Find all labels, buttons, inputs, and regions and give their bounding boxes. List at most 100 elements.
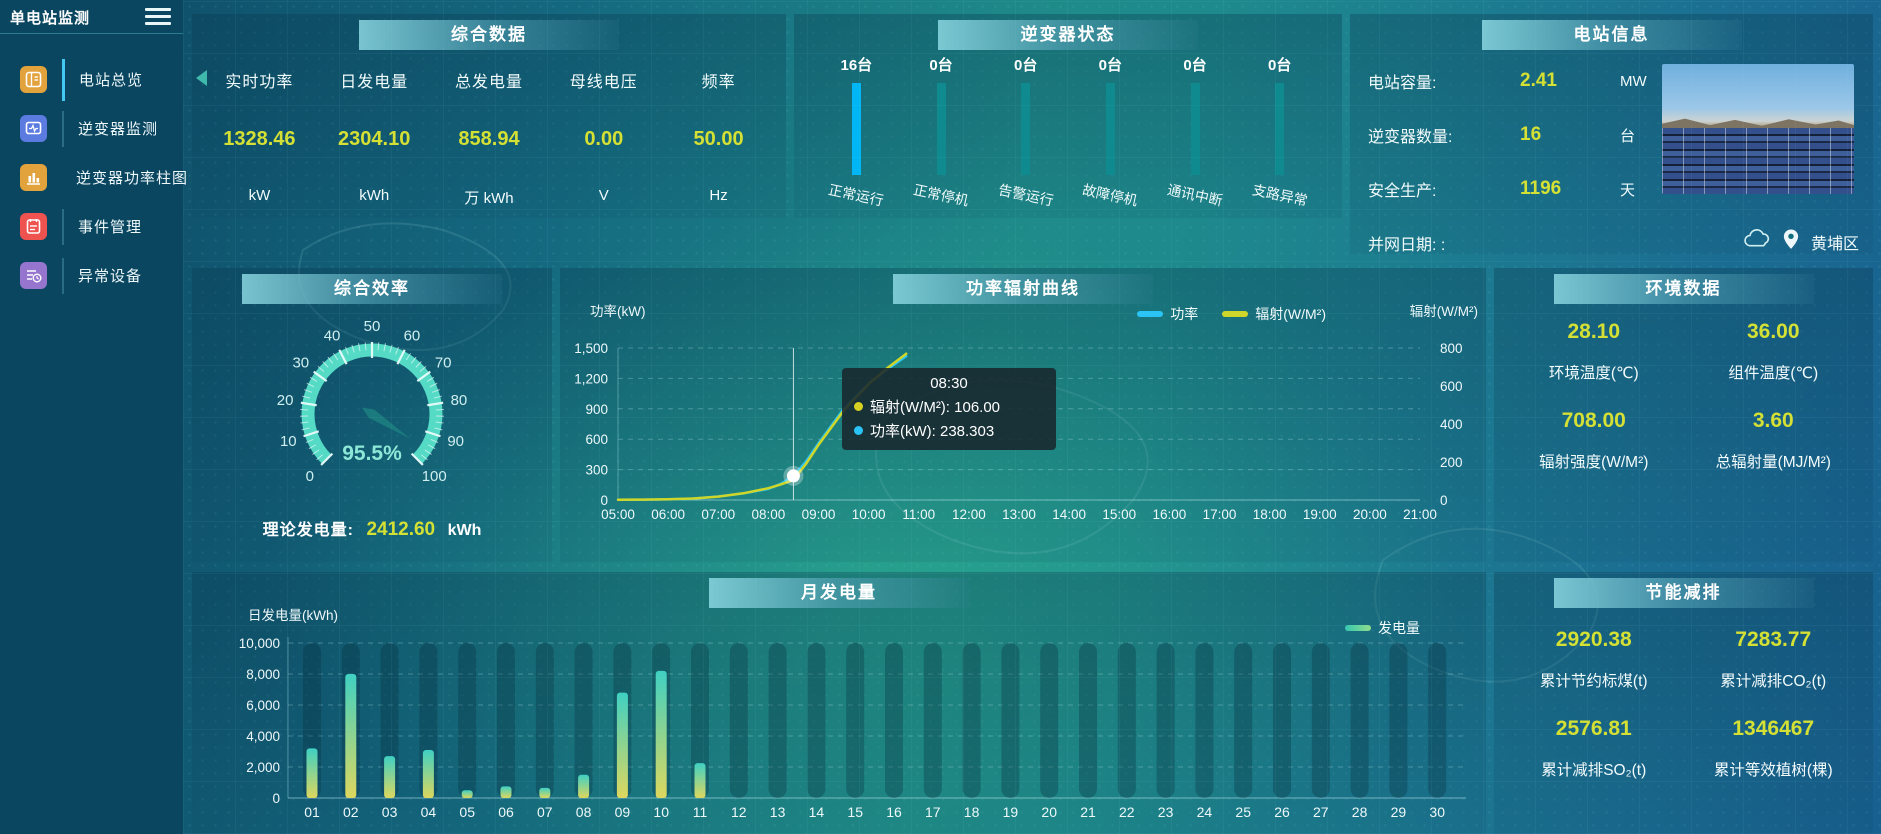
station-row-value: 2.41 — [1520, 70, 1557, 91]
station-info-row: 安全生产: 1196 天 — [1368, 162, 1668, 216]
metric-unit: 万 kWh — [464, 190, 514, 207]
svg-text:22: 22 — [1119, 804, 1135, 820]
weather-cloud-icon[interactable] — [1741, 228, 1771, 255]
summary-metrics: 实时功率 1328.46 kW 日发电量 2304.10 kWh 总发电量 858.94 万 k… — [202, 58, 776, 208]
sidebar-item-inverter-monitor[interactable]: 逆变器监测 — [0, 104, 183, 153]
svg-text:6,000: 6,000 — [246, 698, 280, 713]
monthly-chart-legend: 发电量 — [1345, 618, 1420, 638]
panel-summary: 综合数据 实时功率 1328.46 kW 日发电量 2304.10 kWh 总发电量 858.… — [192, 14, 786, 218]
station-row-unit: 台 — [1620, 127, 1636, 145]
location-name[interactable]: 黄埔区 — [1810, 235, 1859, 253]
svg-text:03: 03 — [382, 804, 398, 820]
legend-swatch — [1222, 311, 1249, 317]
inverter-status-bar — [1021, 83, 1031, 175]
summary-metric: 实时功率 1328.46 kW — [202, 58, 317, 208]
sidebar-item-label: 事件管理 — [78, 219, 143, 236]
legend-item[interactable]: 功率 — [1137, 304, 1198, 324]
sidebar-item-station-overview[interactable]: 电站总览 — [0, 55, 183, 104]
power-chart-legend: 功率 辐射(W/M²) — [1137, 304, 1326, 324]
svg-text:09:00: 09:00 — [802, 507, 836, 522]
legend-label: 发电量 — [1378, 620, 1420, 636]
stat-metric: 2576.81 累计减排SO₂(t) — [1504, 717, 1684, 780]
theoretical-generation-unit: kWh — [447, 522, 482, 539]
panel-title-environment: 环境数据 — [1553, 274, 1814, 304]
metric-label: 日发电量 — [340, 74, 409, 91]
sidebar-item-label: 电站总览 — [79, 72, 144, 89]
stat-metric: 3.60 总辐射量(MJ/M²) — [1684, 409, 1864, 472]
stat-metric: 708.00 辐射强度(W/M²) — [1504, 409, 1684, 472]
svg-text:18:00: 18:00 — [1253, 507, 1287, 522]
stat-value: 2920.38 — [1555, 628, 1632, 651]
inverter-status-item[interactable]: 0台 通讯中断 — [1153, 54, 1238, 209]
svg-text:900: 900 — [585, 402, 608, 417]
inverter-status-label: 通讯中断 — [1165, 181, 1225, 209]
inverter-status-item[interactable]: 16台 正常运行 — [814, 54, 899, 209]
location-pin-icon[interactable] — [1783, 229, 1799, 255]
inverter-status-item[interactable]: 0台 正常停机 — [899, 54, 984, 209]
tooltip-series-text: 功率(kW): 238.303 — [870, 423, 995, 440]
svg-text:0: 0 — [1440, 493, 1448, 508]
svg-text:05: 05 — [459, 804, 475, 820]
theoretical-generation-value: 2412.60 — [366, 519, 436, 540]
inverter-status-bar — [1105, 83, 1115, 175]
svg-text:27: 27 — [1313, 804, 1329, 820]
menu-toggle-icon[interactable] — [145, 8, 171, 25]
inverter-status-item[interactable]: 0台 故障停机 — [1068, 54, 1153, 209]
sidebar-collapse-arrow[interactable] — [196, 70, 207, 86]
efficiency-gauge-chart: 0 10 20 30 40 50 60 70 80 90 100 95.5% — [277, 318, 468, 485]
inverter-status-label: 故障停机 — [1081, 181, 1140, 209]
svg-text:50: 50 — [364, 318, 381, 335]
summary-metric: 总发电量 858.94 万 kWh — [432, 58, 547, 208]
inverter-count: 16台 — [840, 57, 873, 74]
metric-label: 实时功率 — [225, 74, 294, 91]
station-info-row: 电站容量: 2.41 MW — [1368, 54, 1668, 108]
station-info-row: 并网日期: : — [1368, 216, 1668, 270]
stat-value: 2576.81 — [1555, 717, 1632, 740]
legend-item[interactable]: 发电量 — [1345, 618, 1420, 638]
svg-text:30: 30 — [1429, 804, 1445, 820]
svg-text:10,000: 10,000 — [239, 636, 280, 651]
legend-item[interactable]: 辐射(W/M²) — [1222, 304, 1326, 324]
sidebar-item-inverter-power-bars[interactable]: 逆变器功率柱图 — [0, 153, 187, 202]
legend-label: 功率 — [1170, 306, 1199, 322]
menu-divider — [62, 58, 65, 101]
inverter-status-item[interactable]: 0台 告警运行 — [983, 54, 1068, 209]
inverter-status-bar — [1190, 83, 1200, 175]
svg-text:02: 02 — [343, 804, 359, 820]
stat-value: 7283.77 — [1735, 628, 1812, 651]
sidebar-item-abnormal-devices[interactable]: 异常设备 — [0, 251, 183, 300]
panel-environment: 环境数据 28.10 环境温度(℃) 36.00 组件温度(℃) 708.00 辐射强度(… — [1494, 268, 1873, 562]
metric-label: 母线电压 — [569, 74, 638, 91]
svg-text:800: 800 — [1440, 341, 1463, 356]
svg-text:16:00: 16:00 — [1152, 507, 1186, 522]
panel-station-info: 电站信息 电站容量: 2.41 MW 逆变器数量: 16 台安全生产: 1196 天并网日期:… — [1350, 14, 1873, 254]
svg-text:28: 28 — [1352, 804, 1368, 820]
svg-text:11: 11 — [693, 804, 708, 820]
svg-text:10:00: 10:00 — [852, 507, 886, 522]
monthly-generation-chart[interactable]: 0 2,000 4,000 6,000 8,000 10,000 日发电量(kWh) 01 02… — [192, 572, 1486, 834]
station-location: 黄埔区 — [1741, 228, 1859, 255]
svg-text:06: 06 — [498, 804, 514, 820]
svg-text:19:00: 19:00 — [1303, 507, 1337, 522]
svg-text:15: 15 — [847, 804, 863, 820]
panel-title-power-radiation: 功率辐射曲线 — [893, 274, 1153, 304]
metric-unit: kW — [248, 187, 271, 204]
sidebar-item-event-management[interactable]: 事件管理 — [0, 202, 183, 251]
station-row-value: 1196 — [1520, 178, 1562, 199]
stat-metric: 7283.77 累计减排CO₂(t) — [1684, 628, 1864, 691]
svg-text:70: 70 — [435, 354, 452, 371]
svg-text:24: 24 — [1197, 804, 1213, 820]
inverter-status-bars[interactable]: 16台 正常运行 0台 正常停机 0台 告警运行 0台 故障停机 0台 通讯中断 0台 支路异常 — [814, 54, 1322, 209]
svg-text:29: 29 — [1391, 804, 1407, 820]
svg-text:20: 20 — [1041, 804, 1057, 820]
stat-metric: 36.00 组件温度(℃) — [1684, 320, 1864, 383]
inverter-status-label: 告警运行 — [996, 181, 1055, 209]
panel-title-summary: 综合数据 — [359, 20, 619, 50]
metric-unit: V — [598, 187, 609, 204]
svg-text:12: 12 — [731, 804, 747, 820]
inverter-status-bar — [1275, 83, 1285, 175]
inverter-status-item[interactable]: 0台 支路异常 — [1237, 54, 1322, 209]
svg-text:05:00: 05:00 — [601, 507, 635, 522]
overview-icon — [20, 66, 47, 93]
